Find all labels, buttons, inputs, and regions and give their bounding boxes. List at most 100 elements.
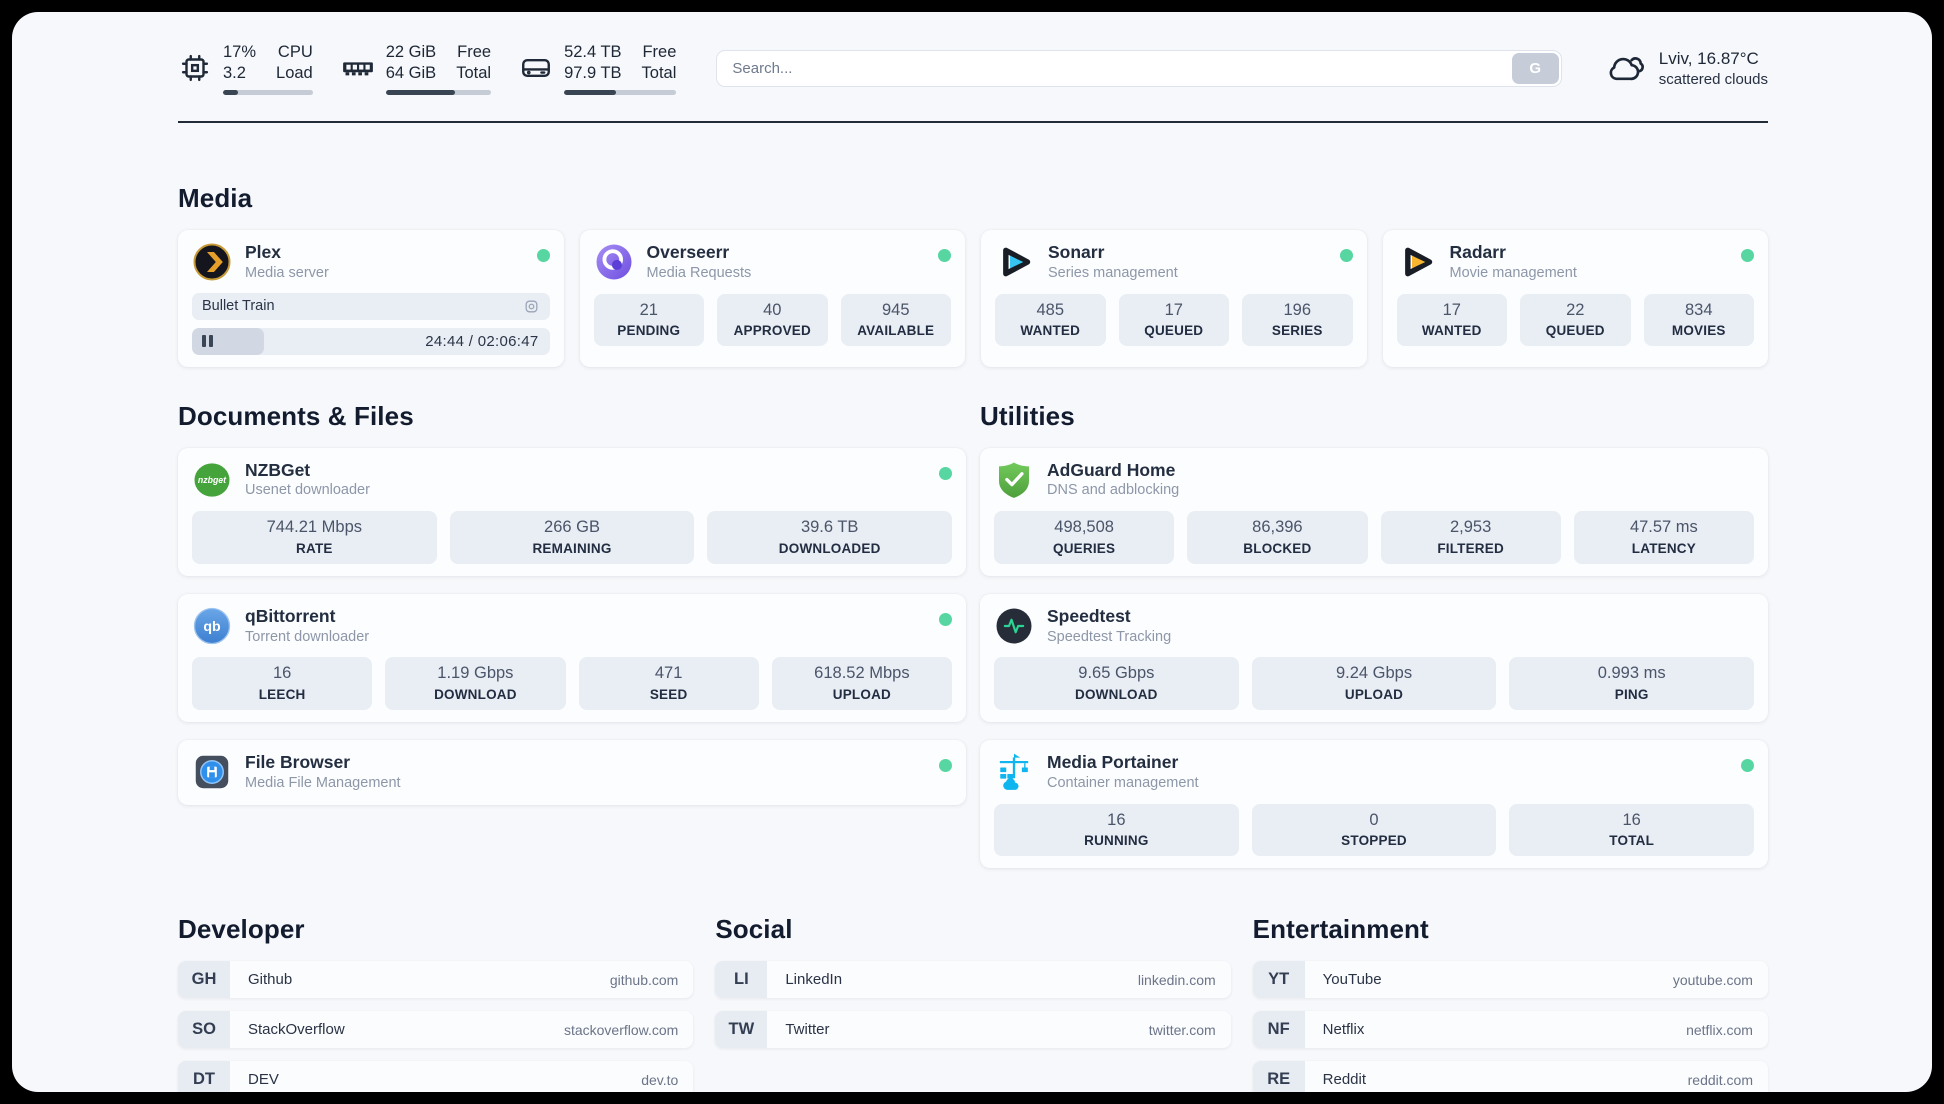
service-description: Media server — [245, 264, 329, 281]
stat-label: DOWNLOADED — [778, 540, 881, 556]
label-primary: CPU — [277, 43, 313, 61]
service-link-radarr[interactable]: Radarr Movie management — [1397, 242, 1577, 283]
bookmark-label: StackOverflow — [248, 1021, 345, 1039]
service-link-plex[interactable]: Plex Media server — [192, 242, 329, 283]
service-link-nzbget[interactable]: nzbget NZBGet Usenet downloader — [192, 460, 370, 501]
stat-label: SERIES — [1271, 323, 1323, 339]
section-media: Media Plex Media server Bullet Train 24:44 … — [178, 183, 1768, 367]
scattered-clouds-icon — [1606, 48, 1646, 88]
bookmark-youtube[interactable]: YT YouTube youtube.com — [1252, 961, 1768, 999]
label-secondary: Load — [276, 64, 313, 83]
bookmark-group-social: Social LI LinkedIn linkedin.com TW Twitter twi… — [715, 914, 1231, 1049]
stat-value: 22 — [1566, 300, 1585, 319]
stat-label: MOVIES — [1671, 323, 1726, 339]
cpu-widget: 17% 3.2 CPU Load — [178, 42, 313, 95]
bookmark-group-entertainment: Entertainment YT YouTube youtube.com NF Netfl… — [1252, 914, 1768, 1092]
service-card-filebrowser: File Browser Media File Management — [178, 739, 966, 805]
bookmark-url: twitter.com — [1148, 1021, 1216, 1038]
service-card-plex: Plex Media server Bullet Train 24:44 / 02:0… — [178, 229, 564, 367]
stat-label: PING — [1614, 686, 1649, 702]
two-column-area: Documents & Files nzbget NZBGet Usenet dow… — [178, 400, 1768, 869]
stat-value: 39.6 TB — [800, 518, 859, 537]
stats-row: 21 PENDING 40 APPROVED 945 AVAILABLE — [593, 293, 951, 347]
service-name: Plex — [245, 241, 281, 262]
stat-value: 471 — [654, 664, 683, 683]
bookmark-stackoverflow[interactable]: SO StackOverflow stackoverflow.com — [178, 1011, 694, 1049]
label-primary: Free — [642, 43, 677, 61]
bookmark-dev[interactable]: DT DEV dev.to — [178, 1061, 694, 1092]
stat-value: 196 — [1283, 300, 1312, 319]
service-card-adguard: AdGuard Home DNS and adblocking 498,508 QUE… — [980, 447, 1768, 576]
adguard-icon — [994, 460, 1034, 500]
stat-value: 266 GB — [544, 518, 600, 537]
stat-value: 86,396 — [1252, 518, 1303, 537]
bookmark-label: YouTube — [1322, 971, 1382, 989]
service-link-speedtest[interactable]: Speedtest Speedtest Tracking — [994, 606, 1171, 647]
bookmark-twitter[interactable]: TW Twitter twitter.com — [715, 1011, 1231, 1049]
stat-running: 16 RUNNING — [994, 803, 1239, 857]
stat-label: QUEUED — [1144, 323, 1204, 339]
service-description: Speedtest Tracking — [1047, 628, 1172, 645]
stat-series: 196 SERIES — [1242, 293, 1353, 347]
service-link-adguard[interactable]: AdGuard Home DNS and adblocking — [994, 460, 1179, 501]
bookmark-linkedin[interactable]: LI LinkedIn linkedin.com — [715, 961, 1231, 999]
service-link-portainer[interactable]: Media Portainer Container management — [994, 752, 1199, 793]
service-link-sonarr[interactable]: Sonarr Series management — [995, 242, 1178, 283]
stat-label: LEECH — [258, 686, 306, 702]
value-primary: 17% — [223, 43, 257, 61]
stat-pending: 21 PENDING — [593, 293, 704, 347]
stats-row: 16 RUNNING 0 STOPPED 16 TOTAL — [994, 803, 1755, 857]
bookmark-list: LI LinkedIn linkedin.com TW Twitter twitter.c… — [715, 961, 1231, 1049]
stat-value: 17 — [1442, 300, 1461, 319]
value-primary: 22 GiB — [385, 43, 437, 61]
stat-queued: 17 QUEUED — [1118, 293, 1229, 347]
service-link-qbittorrent[interactable]: qb qBittorrent Torrent downloader — [192, 606, 369, 647]
service-description: DNS and adblocking — [1047, 482, 1180, 499]
weather-condition: scattered clouds — [1658, 70, 1768, 88]
bookmark-abbr: LI — [715, 961, 768, 999]
service-name: NZBGet — [245, 459, 311, 480]
value-secondary: 64 GiB — [385, 64, 437, 83]
stat-value: 21 — [639, 300, 658, 319]
stats-row: 744.21 Mbps RATE 266 GB REMAINING 39.6 TB DOW… — [192, 511, 953, 564]
weather-location-temp: Lviv, 16.87°C — [1658, 48, 1759, 68]
label-secondary: Total — [641, 64, 677, 83]
bookmark-abbr: GH — [178, 961, 230, 999]
service-link-overseerr[interactable]: Overseerr Media Requests — [594, 241, 752, 283]
stat-label: FILTERED — [1437, 540, 1504, 556]
bookmark-url: linkedin.com — [1137, 971, 1216, 988]
stat-remaining: 266 GB REMAINING — [449, 511, 695, 564]
stat-download: 1.19 Gbps DOWNLOAD — [385, 657, 566, 710]
service-description: Media File Management — [245, 774, 401, 791]
service-name: Overseerr — [646, 241, 730, 262]
playback-time: 24:44 / 02:06:47 — [425, 332, 539, 350]
stat-value: 47.57 ms — [1629, 518, 1698, 537]
search-engine-button[interactable]: G — [1511, 52, 1559, 84]
bookmark-reddit[interactable]: RE Reddit reddit.com — [1252, 1061, 1768, 1092]
stat-value: 2,953 — [1449, 518, 1492, 537]
disk-widget: 52.4 TB 97.9 TB Free Total — [519, 42, 677, 95]
stat-label: QUEUED — [1545, 323, 1605, 339]
stat-wanted: 17 WANTED — [1396, 293, 1507, 347]
search-input[interactable] — [716, 49, 1562, 87]
stat-label: TOTAL — [1609, 833, 1655, 849]
bookmark-group-title: Social — [715, 914, 793, 945]
now-playing-title: Bullet Train — [202, 298, 275, 315]
stat-ping: 0.993 ms PING — [1509, 657, 1755, 710]
stat-upload: 618.52 Mbps UPLOAD — [771, 657, 952, 710]
memory-progress-bar — [385, 89, 492, 95]
speedtest-icon — [994, 606, 1034, 646]
bookmark-netflix[interactable]: NF Netflix netflix.com — [1252, 1011, 1768, 1049]
service-description: Media Requests — [646, 264, 752, 281]
bookmark-github[interactable]: GH Github github.com — [178, 961, 694, 999]
bookmark-label: DEV — [248, 1071, 279, 1089]
stat-label: REMAINING — [532, 540, 612, 556]
pause-icon — [202, 335, 213, 348]
stat-latency: 47.57 ms LATENCY — [1573, 511, 1754, 564]
stat-label: QUERIES — [1053, 540, 1116, 556]
service-link-filebrowser[interactable]: File Browser Media File Management — [192, 752, 401, 793]
service-description: Torrent downloader — [245, 628, 370, 645]
stat-value: 498,508 — [1054, 518, 1114, 537]
media-cards: Plex Media server Bullet Train 24:44 / 02:0… — [178, 229, 1768, 367]
section-title-documents: Documents & Files — [178, 400, 414, 431]
